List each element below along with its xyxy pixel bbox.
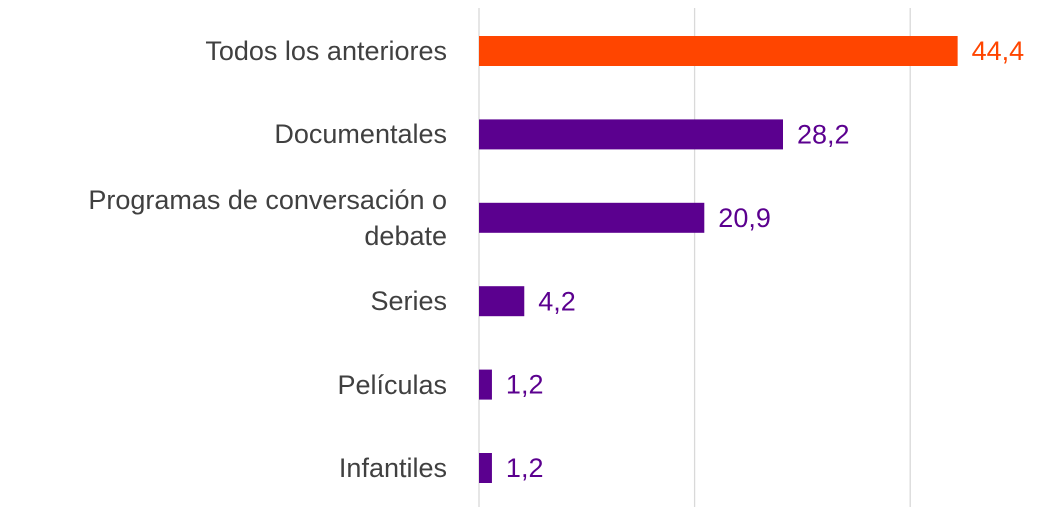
category-label: Programas de conversación o debate xyxy=(88,184,447,251)
category-label: Documentales xyxy=(274,119,447,150)
bar xyxy=(479,286,525,317)
category-label: Infantiles xyxy=(338,453,447,483)
value-label: 1,2 xyxy=(506,370,544,400)
value-label: 4,2 xyxy=(538,286,576,316)
bar xyxy=(479,36,958,66)
category-label: Series xyxy=(370,286,447,317)
bar xyxy=(479,202,705,233)
value-label: 28,2 xyxy=(797,120,850,150)
bar xyxy=(479,453,492,483)
bar xyxy=(479,369,492,400)
value-label: 44,4 xyxy=(972,36,1025,66)
bar xyxy=(479,119,783,150)
category-label: Todos los anteriores xyxy=(205,36,447,66)
value-label: 1,2 xyxy=(506,453,544,483)
value-label: 20,9 xyxy=(718,203,771,233)
category-label: Películas xyxy=(337,369,447,400)
